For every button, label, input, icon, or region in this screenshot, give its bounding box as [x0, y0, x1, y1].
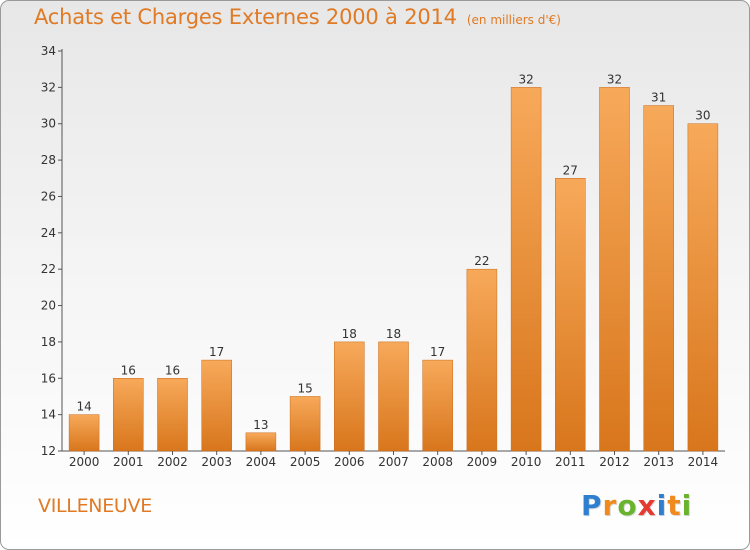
x-tick-label: 2011	[555, 455, 586, 469]
x-tick-label: 2008	[422, 455, 453, 469]
logo-letter: t	[667, 489, 682, 522]
bar-value-label: 30	[695, 109, 710, 123]
bar-value-label: 22	[474, 254, 489, 268]
bar-value-label: 32	[607, 72, 622, 86]
y-tick-label: 12	[41, 444, 56, 458]
x-tick-label: 2002	[157, 455, 188, 469]
bar-value-label: 27	[563, 163, 578, 177]
x-tick-label: 2014	[688, 455, 719, 469]
bar-value-label: 32	[518, 72, 533, 86]
x-tick-label: 2007	[378, 455, 409, 469]
bar-value-label: 16	[121, 363, 136, 377]
bar-value-label: 31	[651, 91, 666, 105]
logo-letter: P	[581, 489, 603, 522]
logo-letter: x	[637, 489, 657, 522]
y-tick-label: 14	[41, 408, 56, 422]
bar	[201, 359, 232, 452]
x-tick-label: 2001	[113, 455, 144, 469]
bar	[466, 268, 498, 452]
x-tick-label: 2005	[290, 455, 321, 469]
bar	[334, 341, 365, 452]
y-tick-label: 26	[41, 189, 56, 203]
bar	[289, 396, 321, 452]
bar-value-label: 13	[253, 418, 268, 432]
bar-value-label: 14	[76, 400, 91, 414]
bar	[599, 87, 630, 452]
y-tick-label: 30	[41, 117, 56, 131]
logo-letter: i	[656, 489, 668, 522]
city-name: VILLENEUVE	[38, 495, 152, 517]
logo-letter: i	[681, 489, 693, 522]
y-tick-label: 28	[41, 153, 56, 167]
y-tick-label: 24	[41, 226, 56, 240]
y-tick-label: 20	[41, 299, 56, 313]
bar-value-label: 17	[430, 345, 445, 359]
x-tick-label: 2009	[467, 455, 498, 469]
bar	[555, 178, 586, 452]
x-tick-label: 2013	[643, 455, 674, 469]
x-tick-label: 2003	[201, 455, 232, 469]
logo-letter: r	[602, 489, 618, 522]
bar-value-label: 15	[297, 381, 312, 395]
bar	[113, 378, 144, 452]
bar	[422, 359, 453, 452]
bar	[643, 105, 674, 452]
y-tick-label: 18	[41, 335, 56, 349]
bar-value-label: 17	[209, 345, 224, 359]
bar-value-label: 16	[165, 363, 180, 377]
x-tick-label: 2006	[334, 455, 365, 469]
chart-subtitle: (en milliers d'€)	[466, 13, 561, 27]
bar-value-label: 18	[342, 327, 357, 341]
logo-letter: o	[617, 489, 638, 522]
y-tick-label: 32	[41, 80, 56, 94]
bar	[510, 87, 542, 452]
bar	[687, 123, 719, 452]
title-row: Achats et Charges Externes 2000 à 2014 (e…	[34, 5, 561, 29]
bar	[157, 378, 188, 452]
x-tick-label: 2004	[246, 455, 277, 469]
x-tick-label: 2012	[599, 455, 630, 469]
x-tick-label: 2010	[511, 455, 542, 469]
y-tick-label: 34	[41, 44, 56, 58]
y-tick-label: 16	[41, 371, 56, 385]
bar-value-label: 18	[386, 327, 401, 341]
x-tick-label: 2000	[69, 455, 100, 469]
bar	[245, 432, 277, 452]
proxiti-logo: Proxiti	[581, 489, 692, 522]
y-tick-label: 22	[41, 262, 56, 276]
bar	[378, 341, 409, 452]
bar	[68, 414, 100, 452]
chart-title: Achats et Charges Externes 2000 à 2014	[34, 5, 457, 29]
